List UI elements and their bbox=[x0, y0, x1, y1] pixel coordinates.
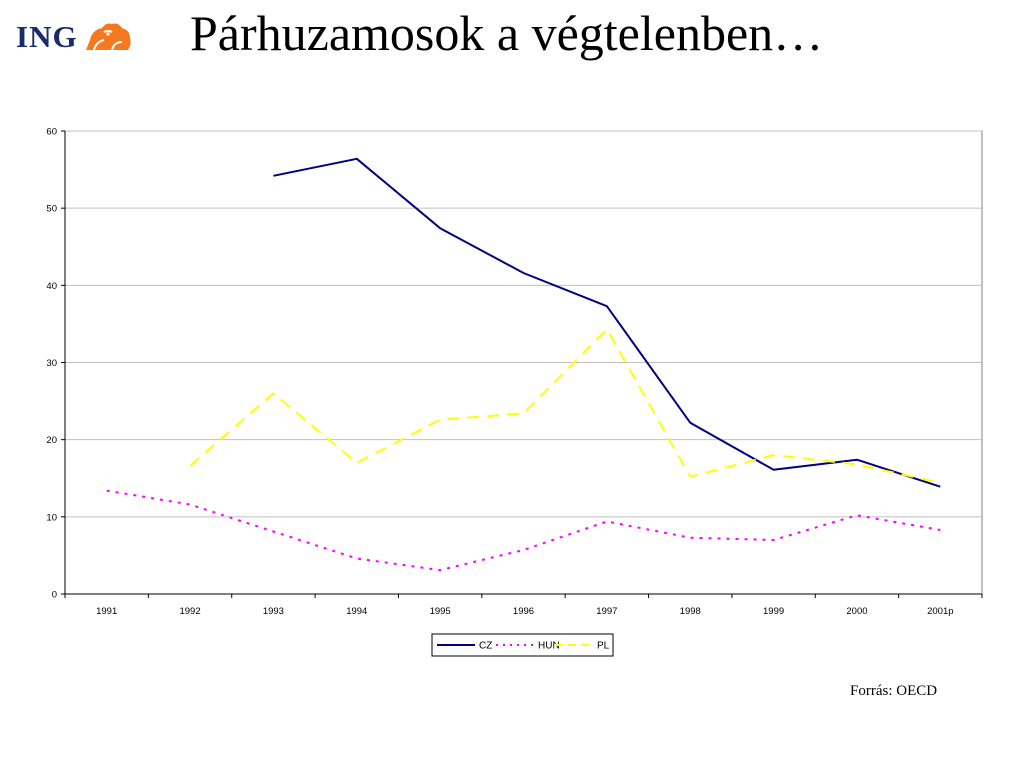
x-tick-label: 1999 bbox=[763, 606, 784, 617]
y-tick-label: 60 bbox=[46, 127, 57, 138]
legend-label-cz: CZ bbox=[479, 641, 492, 652]
legend-label-hun: HUN bbox=[538, 641, 560, 652]
x-tick-label: 1997 bbox=[596, 606, 617, 617]
y-tick-label: 0 bbox=[52, 590, 57, 601]
x-tick-label: 1992 bbox=[179, 606, 200, 617]
x-tick-label: 2001p bbox=[927, 606, 953, 617]
x-tick-label: 1995 bbox=[430, 606, 451, 617]
x-tick-label: 1998 bbox=[680, 606, 701, 617]
lion-icon bbox=[85, 23, 131, 51]
x-tick-label: 1994 bbox=[346, 606, 367, 617]
y-tick-label: 50 bbox=[46, 204, 57, 215]
x-tick-label: 1996 bbox=[513, 606, 534, 617]
x-tick-label: 1991 bbox=[96, 606, 117, 617]
x-tick-label: 1993 bbox=[263, 606, 284, 617]
legend-label-pl: PL bbox=[597, 641, 610, 652]
ing-logo: ING bbox=[16, 14, 156, 60]
legend bbox=[431, 633, 614, 657]
y-tick-label: 40 bbox=[46, 281, 57, 292]
logo-text: ING bbox=[16, 19, 78, 54]
y-tick-label: 20 bbox=[46, 435, 57, 446]
series-line-cz bbox=[273, 157, 941, 488]
x-tick-label: 2000 bbox=[846, 606, 867, 617]
y-tick-label: 10 bbox=[46, 512, 57, 523]
y-tick-label: 30 bbox=[46, 358, 57, 369]
slide-title: Párhuzamosok a végtelenben… bbox=[190, 5, 824, 61]
source-note: Forrás: OECD bbox=[850, 683, 938, 699]
series-line-pl bbox=[189, 328, 941, 484]
